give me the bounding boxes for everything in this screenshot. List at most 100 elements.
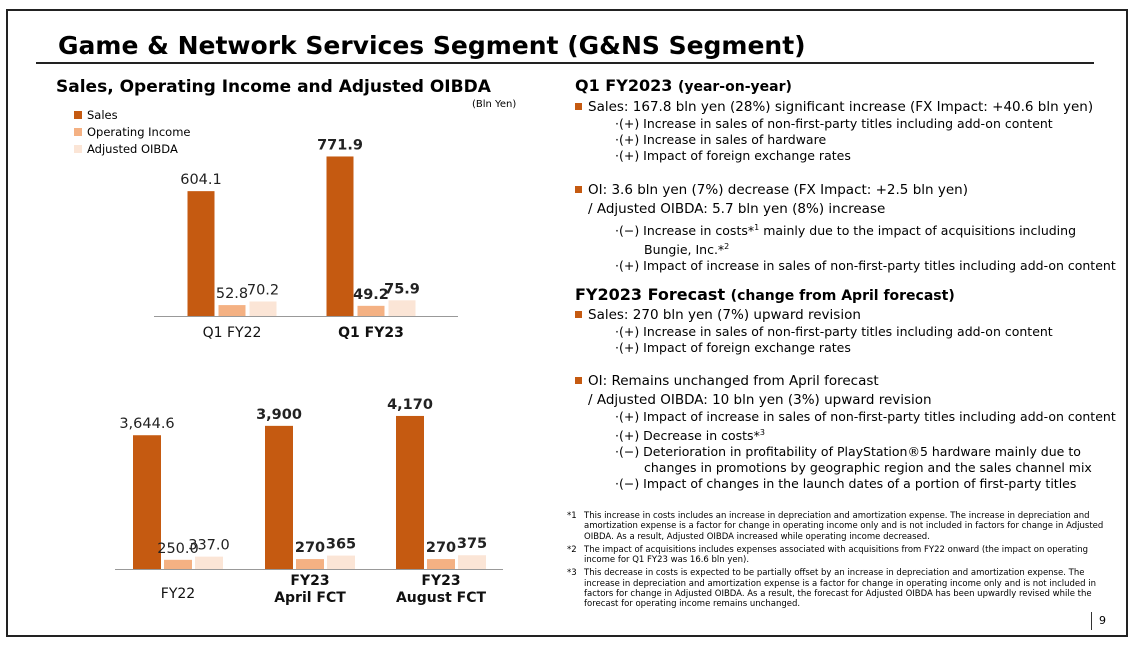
q1-oi-text: OI: 3.6 bln yen (7%) decrease (FX Impact… <box>588 182 968 198</box>
bullet-square <box>575 102 582 110</box>
footnote-mark: *3 <box>567 568 577 579</box>
bar-sales <box>396 415 424 569</box>
data-label-sales: 4,170 <box>387 397 433 413</box>
bar-adjusted-oibda <box>195 556 223 569</box>
footnote-mark: *2 <box>567 544 577 555</box>
bar-sales <box>133 435 161 569</box>
bar-adjusted-oibda <box>388 300 416 316</box>
footnote-text: This decrease in costs is expected to be… <box>584 568 1096 610</box>
q1-sales-item: ·(+) Increase in sales of hardware <box>615 132 827 147</box>
fy-oi-item: ·(+) Decrease in costs*3 <box>575 425 1120 444</box>
bullet-square <box>575 185 582 193</box>
fy-heading-text: FY2023 Forecast <box>575 285 726 305</box>
category-label-line: Q1 FY22 <box>203 325 262 341</box>
category-label-line: April FCT <box>274 590 346 606</box>
bar-adjusted-oibda <box>458 555 486 569</box>
footnote-2: *2 The impact of acquisitions includes e… <box>567 545 1119 566</box>
q1-sales-item: ·(+) Increase in sales of non-first-part… <box>615 116 1053 131</box>
bullet-square <box>575 310 582 318</box>
footnote-ref: 1 <box>754 223 760 232</box>
fy-sales-text: Sales: 270 bln yen (7%) upward revision <box>588 307 861 324</box>
chart-subtitle: Sales, Operating Income and Adjusted OIB… <box>56 77 491 97</box>
bar-adjusted-oibda <box>249 301 277 316</box>
category-label: Q1 FY22 <box>203 325 262 341</box>
legend-swatch-operating-income <box>74 127 82 136</box>
legend-label-adjusted-oibda: Adjusted OIBDA <box>87 141 178 156</box>
fy-heading: FY2023 Forecast (change from April forec… <box>575 285 1120 304</box>
data-label-adjusted-oibda: 75.9 <box>384 281 420 297</box>
data-label-operating-income: 250.0 <box>157 541 199 557</box>
bar-sales <box>265 425 293 569</box>
fy-oi-item: ·(−) Deterioration in profitability of P… <box>615 444 1081 460</box>
fy-oi-text: OI: Remains unchanged from April forecas… <box>588 373 879 390</box>
bar-sales <box>326 156 354 316</box>
fy-oi-item: ·(+) Impact of increase in sales of non-… <box>615 409 1116 425</box>
data-label-operating-income: 270 <box>426 540 456 556</box>
footnote-ref: 3 <box>759 428 765 438</box>
bar-sales <box>187 191 215 316</box>
bullet-square <box>575 376 582 384</box>
footnote-text: This increase in costs includes an incre… <box>584 511 1104 542</box>
q1-oibda-text: / Adjusted OIBDA: 5.7 bln yen (8%) incre… <box>588 201 886 217</box>
data-label-adjusted-oibda: 70.2 <box>247 282 279 298</box>
data-label-sales: 3,900 <box>256 407 302 423</box>
fy-oi-bullet: OI: Remains unchanged from April forecas… <box>575 372 1120 390</box>
q1-oi-item-text: Bungie, Inc.* <box>644 242 725 258</box>
slide-frame <box>6 9 1128 637</box>
data-label-sales: 771.9 <box>317 137 363 153</box>
data-label-sales: 604.1 <box>180 172 222 188</box>
title-underline <box>36 62 1094 64</box>
category-label-line: FY23 <box>290 573 329 589</box>
fy-sales-item: ·(+) Increase in sales of non-first-part… <box>615 324 1053 340</box>
q1-heading-text: Q1 FY2023 <box>575 76 673 95</box>
commentary-panel: Q1 FY2023 (year-on-year) Sales: 167.8 bl… <box>575 76 1120 492</box>
chart-legend: Sales Operating Income Adjusted OIBDA <box>74 106 190 157</box>
category-label-line: FY23 <box>421 573 460 589</box>
bar-adjusted-oibda <box>327 555 355 569</box>
legend-label-operating-income: Operating Income <box>87 124 191 139</box>
legend-swatch-adjusted-oibda <box>74 144 82 153</box>
q1-oi-item-cont: Bungie, Inc.*2 <box>575 239 1120 258</box>
footnote-mark: *1 <box>567 511 577 521</box>
fy-oi-item: ·(−) Impact of changes in the launch dat… <box>615 476 1077 492</box>
q1-heading-paren: (year-on-year) <box>677 79 792 95</box>
q1-oi-bullet: OI: 3.6 bln yen (7%) decrease (FX Impact… <box>575 181 1120 199</box>
legend-label-sales: Sales <box>87 107 118 122</box>
category-label: FY23 August FCT <box>396 573 487 606</box>
q1-oi-item: ·(−) Increase in costs*1 mainly due to t… <box>575 220 1120 239</box>
legend-swatch-sales <box>74 110 82 119</box>
bar-operating-income <box>218 305 246 316</box>
q1-sales-bullet: Sales: 167.8 bln yen (28%) significant i… <box>575 98 1120 116</box>
footnote-1: *1 This increase in costs includes an in… <box>567 511 1119 542</box>
fy-sales-bullet: Sales: 270 bln yen (7%) upward revision <box>575 306 1120 324</box>
data-label-adjusted-oibda: 375 <box>457 536 487 552</box>
bar-operating-income <box>164 559 192 569</box>
footnote-text: The impact of acquisitions includes expe… <box>584 544 1089 566</box>
fy-sales-item: ·(+) Impact of foreign exchange rates <box>615 340 851 356</box>
page-number: 9 <box>1091 612 1106 630</box>
legend-item-adjusted-oibda: Adjusted OIBDA <box>74 140 190 157</box>
slide-title: Game & Network Services Segment (G&NS Se… <box>58 31 806 60</box>
data-label-operating-income: 52.8 <box>216 286 248 302</box>
fy-oibda-text: / Adjusted OIBDA: 10 bln yen (3%) upward… <box>588 392 932 409</box>
q1-oi-item-text: mainly due to the impact of acquisitions… <box>759 223 1077 239</box>
q1-sales-item: ·(+) Impact of foreign exchange rates <box>615 148 851 163</box>
fy-heading-paren: (change from April forecast) <box>730 288 955 305</box>
q1-sales-text: Sales: 167.8 bln yen (28%) significant i… <box>588 99 1094 115</box>
legend-item-sales: Sales <box>74 106 190 123</box>
category-label: FY22 <box>161 586 195 602</box>
fy-oi-item-text: ·(+) Decrease in costs* <box>615 428 760 444</box>
category-label: Q1 FY23 <box>338 325 404 341</box>
fy-oi-item-cont: changes in promotions by geographic regi… <box>644 460 1092 476</box>
legend-item-operating-income: Operating Income <box>74 123 190 140</box>
footnotes: *1 This increase in costs includes an in… <box>567 511 1119 613</box>
q1-oi-item-text: ·(−) Increase in costs* <box>615 223 755 239</box>
data-label-adjusted-oibda: 365 <box>326 537 356 553</box>
category-label-line: August FCT <box>396 590 487 606</box>
footnote-3: *3 This decrease in costs is expected to… <box>567 568 1119 609</box>
bar-operating-income <box>357 305 385 316</box>
data-label-operating-income: 270 <box>295 540 325 556</box>
bar-operating-income <box>427 559 455 569</box>
q1-heading: Q1 FY2023 (year-on-year) <box>575 76 1120 95</box>
